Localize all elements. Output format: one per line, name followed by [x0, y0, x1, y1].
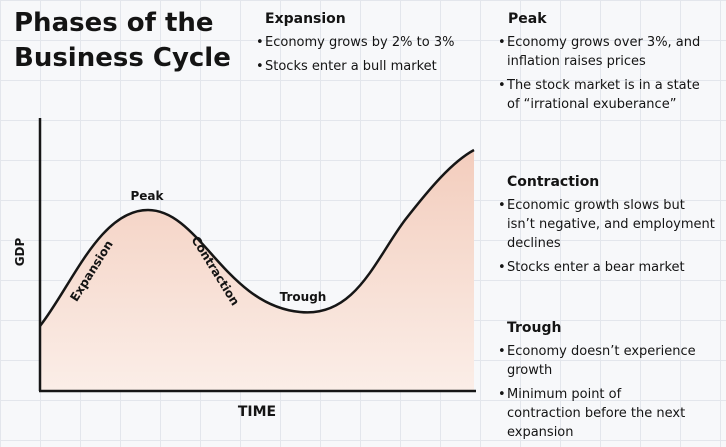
list-item: • The stock market is in a state of “irra… [498, 78, 700, 112]
page-title: Phases of the Business Cycle [14, 6, 231, 76]
list-item: • Economy doesn’t experience growth [498, 344, 696, 378]
list-item: • Stocks enter a bull market [256, 59, 437, 74]
trough-bullets: • Economy doesn’t experience growth • Mini… [498, 342, 698, 447]
peak-curve-label: Peak [130, 189, 164, 203]
list-item: • Stocks enter a bear market [498, 260, 685, 275]
title-line-2: Business Cycle [14, 43, 231, 73]
trough-curve-label: Trough [280, 290, 327, 304]
expansion-heading: Expansion [265, 11, 346, 27]
list-item: • Economy grows over 3%, and inflation ra… [498, 35, 701, 69]
list-item: • Economic growth slows but isn’t negativ… [498, 198, 715, 251]
contraction-heading: Contraction [507, 174, 600, 190]
peak-heading: Peak [508, 11, 547, 27]
list-item: • Minimum point of contraction before the… [498, 387, 686, 440]
contraction-bullets: • Economic growth slows but isn’t negativ… [498, 196, 716, 282]
cycle-curve [39, 148, 475, 327]
expansion-bullets: • Economy grows by 2% to 3% • Stocks enter… [256, 33, 496, 81]
trough-heading: Trough [507, 320, 562, 336]
peak-bullets: • Economy grows over 3%, and inflation ra… [498, 33, 710, 119]
x-axis-label: TIME [238, 404, 276, 420]
cycle-area [40, 150, 474, 391]
y-axis-label: GDP [13, 237, 27, 266]
list-item: • Economy grows by 2% to 3% [256, 35, 455, 50]
title-line-1: Phases of the [14, 8, 214, 38]
